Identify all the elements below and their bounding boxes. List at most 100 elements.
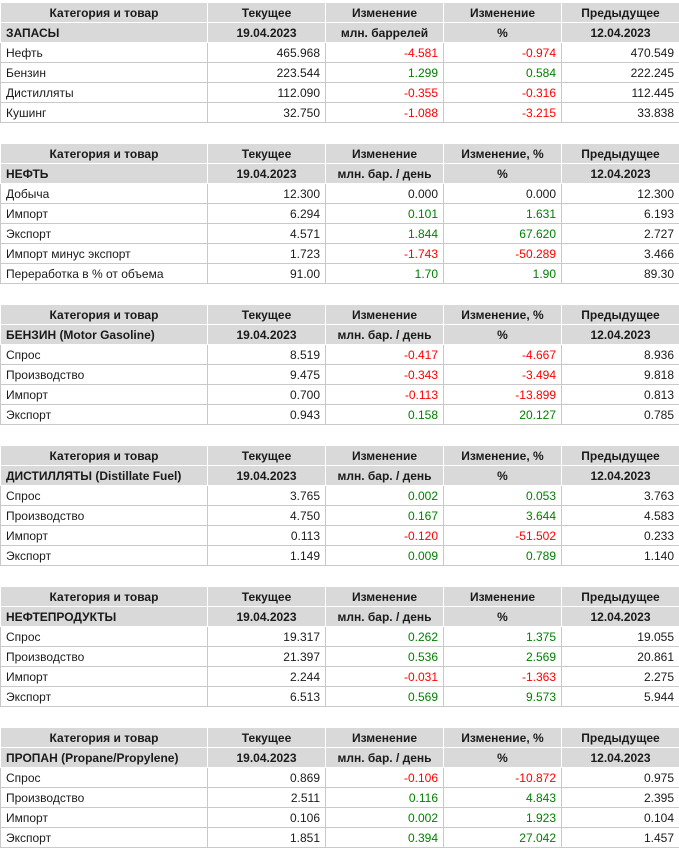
subheader-cell: млн. бар. / день (326, 164, 444, 184)
value-change: -4.581 (326, 43, 444, 63)
column-header: Изменение (444, 3, 562, 23)
subheader-cell: 12.04.2023 (562, 748, 679, 768)
value-previous: 33.838 (562, 103, 679, 123)
column-header: Предыдущее (562, 3, 679, 23)
value-change: 0.536 (326, 647, 444, 667)
column-header: Текущее (208, 144, 326, 164)
row-label: Импорт (1, 667, 208, 687)
value-change-pct: -3.215 (444, 103, 562, 123)
value-change-pct: -0.316 (444, 83, 562, 103)
value-change: -0.120 (326, 526, 444, 546)
value-current: 4.571 (208, 224, 326, 244)
column-header: Текущее (208, 728, 326, 748)
section-title: ПРОПАН (Propane/Propylene) (1, 748, 208, 768)
subheader-cell: млн. бар. / день (326, 607, 444, 627)
value-change: 0.002 (326, 486, 444, 506)
value-change: 0.009 (326, 546, 444, 566)
row-label: Производство (1, 365, 208, 385)
value-change-pct: 1.923 (444, 808, 562, 828)
column-header: Текущее (208, 446, 326, 466)
value-previous: 89.30 (562, 264, 679, 284)
column-header: Изменение, % (444, 144, 562, 164)
subheader-cell: 12.04.2023 (562, 325, 679, 345)
value-previous: 0.233 (562, 526, 679, 546)
value-previous: 0.104 (562, 808, 679, 828)
value-previous: 5.944 (562, 687, 679, 707)
row-label: Спрос (1, 345, 208, 365)
value-current: 0.943 (208, 405, 326, 425)
value-change: -0.417 (326, 345, 444, 365)
column-header: Изменение (326, 305, 444, 325)
column-header: Изменение (444, 587, 562, 607)
row-label: Импорт (1, 808, 208, 828)
column-header: Изменение (326, 3, 444, 23)
column-header: Категория и товар (1, 3, 208, 23)
column-header: Текущее (208, 587, 326, 607)
value-current: 223.544 (208, 63, 326, 83)
row-label: Кушинг (1, 103, 208, 123)
section-title: ЗАПАСЫ (1, 23, 208, 43)
value-change: 0.000 (326, 184, 444, 204)
value-change: -0.031 (326, 667, 444, 687)
value-previous: 3.466 (562, 244, 679, 264)
column-header: Категория и товар (1, 305, 208, 325)
row-label: Экспорт (1, 687, 208, 707)
subheader-cell: % (444, 466, 562, 486)
value-current: 465.968 (208, 43, 326, 63)
row-label: Добыча (1, 184, 208, 204)
column-header: Предыдущее (562, 305, 679, 325)
value-change: 0.569 (326, 687, 444, 707)
value-change-pct: 0.584 (444, 63, 562, 83)
value-change: 0.167 (326, 506, 444, 526)
value-previous: 222.245 (562, 63, 679, 83)
row-label: Переработка в % от объема (1, 264, 208, 284)
subheader-cell: % (444, 748, 562, 768)
value-change-pct: 4.843 (444, 788, 562, 808)
value-change: 0.002 (326, 808, 444, 828)
value-previous: 1.140 (562, 546, 679, 566)
value-change: 0.262 (326, 627, 444, 647)
subheader-cell: млн. бар. / день (326, 325, 444, 345)
value-change: -0.113 (326, 385, 444, 405)
value-previous: 12.300 (562, 184, 679, 204)
value-change: 0.158 (326, 405, 444, 425)
value-current: 6.294 (208, 204, 326, 224)
subheader-cell: 19.04.2023 (208, 164, 326, 184)
value-change-pct: 1.375 (444, 627, 562, 647)
value-change-pct: 67.620 (444, 224, 562, 244)
row-label: Экспорт (1, 224, 208, 244)
value-previous: 20.861 (562, 647, 679, 667)
subheader-cell: 12.04.2023 (562, 607, 679, 627)
value-change-pct: -50.289 (444, 244, 562, 264)
value-change-pct: 9.573 (444, 687, 562, 707)
subheader-cell: % (444, 164, 562, 184)
row-label: Производство (1, 788, 208, 808)
value-change: -1.088 (326, 103, 444, 123)
section-title: НЕФТЕПРОДУКТЫ (1, 607, 208, 627)
value-change-pct: 3.644 (444, 506, 562, 526)
column-header: Предыдущее (562, 728, 679, 748)
value-previous: 0.785 (562, 405, 679, 425)
value-current: 9.475 (208, 365, 326, 385)
value-current: 4.750 (208, 506, 326, 526)
value-previous: 6.193 (562, 204, 679, 224)
value-change-pct: -0.974 (444, 43, 562, 63)
value-change: 0.101 (326, 204, 444, 224)
subheader-cell: 12.04.2023 (562, 164, 679, 184)
